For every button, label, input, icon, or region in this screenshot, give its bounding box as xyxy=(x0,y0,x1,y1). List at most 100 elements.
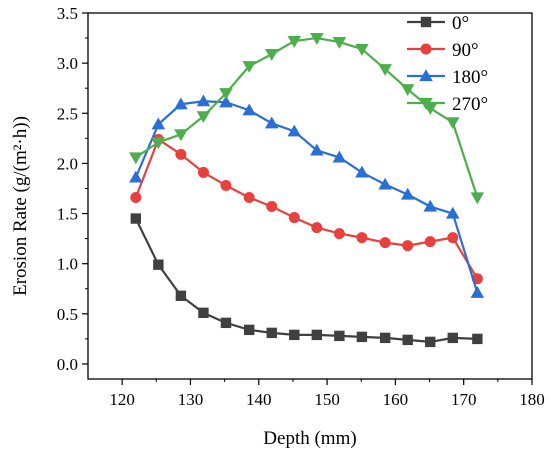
y-tick-label: 0.0 xyxy=(57,355,78,374)
legend-label: 270° xyxy=(452,94,488,115)
legend: 0° 90° 180° 270° xyxy=(407,13,488,115)
data-point xyxy=(355,44,369,56)
y-tick-label: 2.5 xyxy=(57,104,78,123)
data-point xyxy=(219,88,233,100)
legend-item: 180° xyxy=(407,67,488,88)
data-point xyxy=(153,259,164,270)
legend-label: 0° xyxy=(452,13,469,34)
data-point xyxy=(402,334,413,346)
data-point xyxy=(400,187,415,200)
data-point xyxy=(472,333,483,345)
data-point xyxy=(196,94,211,107)
y-tick-label: 1.0 xyxy=(57,255,78,274)
data-point xyxy=(447,232,459,244)
x-tick-label: 150 xyxy=(314,390,340,409)
legend-label: 180° xyxy=(452,67,488,88)
data-point xyxy=(447,332,458,344)
data-point xyxy=(400,84,415,96)
data-point xyxy=(470,286,485,298)
data-point xyxy=(174,97,188,110)
data-point xyxy=(425,336,436,348)
data-point xyxy=(356,232,368,244)
data-point xyxy=(264,116,279,129)
legend-marker xyxy=(420,16,432,28)
x-tick-label: 170 xyxy=(451,390,477,409)
x-tick-label: 120 xyxy=(109,390,135,409)
data-point xyxy=(378,64,392,76)
legend-marker xyxy=(419,69,433,82)
data-point xyxy=(220,317,232,329)
data-point xyxy=(196,111,211,124)
data-point xyxy=(332,150,347,163)
data-point xyxy=(243,192,255,204)
data-point xyxy=(311,329,323,341)
data-point xyxy=(175,148,187,160)
data-point xyxy=(355,165,369,178)
series-0 xyxy=(130,213,483,348)
data-point xyxy=(446,117,460,130)
data-point xyxy=(378,177,392,190)
data-point xyxy=(379,237,391,249)
legend-item: 90° xyxy=(407,40,479,61)
data-point xyxy=(242,103,256,116)
data-point xyxy=(470,192,485,205)
data-point xyxy=(310,32,324,45)
series-line xyxy=(134,218,478,343)
data-point xyxy=(197,166,209,178)
data-point xyxy=(151,137,166,150)
legend-item: 270° xyxy=(407,94,488,115)
data-point xyxy=(129,152,143,165)
data-point xyxy=(130,213,142,224)
data-point xyxy=(151,117,166,130)
data-point xyxy=(266,201,278,213)
y-tick-label: 1.5 xyxy=(57,205,78,224)
data-point xyxy=(244,324,255,336)
data-point xyxy=(287,124,302,137)
data-point xyxy=(289,329,300,341)
x-axis-title: Depth (mm) xyxy=(263,428,356,449)
data-point xyxy=(175,290,187,301)
data-point xyxy=(332,37,347,49)
series-line xyxy=(134,100,479,294)
y-tick-label: 3.5 xyxy=(57,4,78,23)
series-1 xyxy=(130,133,483,285)
plot-area xyxy=(129,32,485,348)
x-tick-label: 180 xyxy=(519,390,545,409)
data-point xyxy=(220,179,232,191)
y-tick-label: 2.0 xyxy=(57,154,78,173)
x-tick-label: 130 xyxy=(178,390,204,409)
data-point xyxy=(424,236,436,248)
data-point xyxy=(174,129,188,142)
data-point xyxy=(356,331,368,343)
y-tick-label: 3.0 xyxy=(57,54,78,73)
data-point xyxy=(402,240,414,252)
data-point xyxy=(311,222,323,234)
data-point xyxy=(423,199,437,212)
data-point xyxy=(446,206,460,219)
x-tick-label: 160 xyxy=(383,390,409,409)
data-point xyxy=(334,330,345,342)
series-2 xyxy=(129,94,485,298)
legend-label: 90° xyxy=(452,40,479,61)
data-point xyxy=(288,212,300,224)
legend-marker xyxy=(420,43,432,55)
data-point xyxy=(219,95,233,108)
data-point xyxy=(379,332,391,344)
axes: 120 130 140 150 160 170 180 0.0 0.5 1.0 1.5 2.0 2.5 3… xyxy=(57,4,545,409)
data-point xyxy=(130,192,142,204)
series-line xyxy=(134,138,479,280)
data-point xyxy=(198,307,209,319)
legend-marker xyxy=(419,97,433,110)
plot-frame xyxy=(87,12,533,380)
data-point xyxy=(242,61,256,73)
series-line xyxy=(135,36,479,198)
data-point xyxy=(266,327,277,339)
data-point xyxy=(287,36,302,48)
series-3 xyxy=(129,32,485,205)
data-point xyxy=(310,143,324,156)
legend-item: 0° xyxy=(407,13,469,34)
y-axis-title: Erosion Rate (g/(m²·h)) xyxy=(10,116,31,296)
data-point xyxy=(264,49,279,61)
x-tick-label: 140 xyxy=(246,390,272,409)
